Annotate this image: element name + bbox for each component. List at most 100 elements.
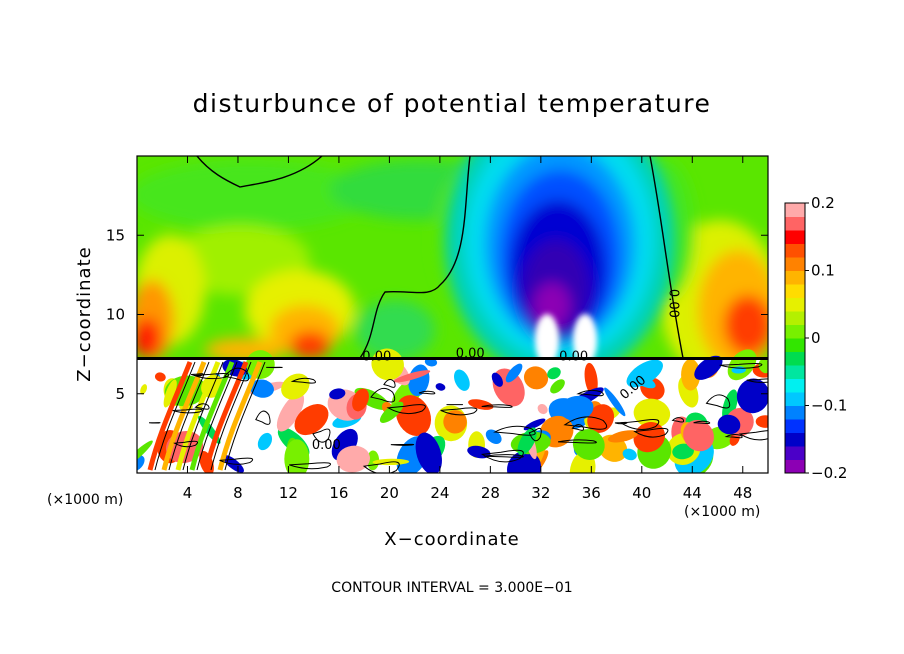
x-tick-label: 12 bbox=[279, 484, 298, 502]
colorbar-tick-label: 0.2 bbox=[811, 194, 835, 212]
contour-squiggle bbox=[173, 440, 199, 448]
eddy bbox=[284, 439, 310, 473]
colorbar-segment bbox=[785, 203, 805, 217]
colorbar-segment bbox=[785, 216, 805, 231]
contour-squiggle bbox=[312, 428, 331, 443]
eddy bbox=[485, 429, 502, 444]
contour-squiggle bbox=[619, 418, 660, 430]
x-tick-label: 44 bbox=[683, 484, 702, 502]
x-unit-right: (×1000 m) bbox=[684, 504, 760, 520]
roll-contour bbox=[154, 361, 196, 471]
roll-streak bbox=[203, 361, 249, 471]
contour-label: 0.00 bbox=[559, 349, 588, 364]
eddy bbox=[257, 432, 273, 451]
eddy bbox=[507, 450, 542, 473]
x-tick-label: 36 bbox=[582, 484, 601, 502]
eddy bbox=[717, 414, 741, 435]
contour-squiggle bbox=[705, 394, 731, 409]
x-tick-label: 16 bbox=[329, 484, 348, 502]
x-tick-label: 4 bbox=[183, 484, 193, 502]
eddy bbox=[276, 392, 305, 432]
y-tick-label: 5 bbox=[115, 385, 125, 403]
roll-streak bbox=[217, 361, 263, 471]
contour-squiggle bbox=[290, 377, 316, 384]
eddy bbox=[468, 399, 494, 410]
eddy bbox=[352, 388, 369, 412]
x-tick-label: 48 bbox=[733, 484, 752, 502]
turbulent-structures bbox=[137, 348, 768, 473]
eddy bbox=[505, 363, 523, 383]
contour-squiggle bbox=[386, 404, 426, 415]
eddy bbox=[336, 445, 370, 473]
y-tick-label: 15 bbox=[106, 226, 125, 244]
eddy bbox=[547, 367, 561, 380]
contour-squiggle bbox=[194, 403, 210, 410]
boundary-line bbox=[137, 357, 768, 360]
colorbar-segment bbox=[785, 365, 805, 379]
colorbar-tick-label: 0 bbox=[811, 329, 821, 347]
eddy bbox=[281, 373, 310, 400]
eddy bbox=[154, 372, 166, 382]
contour-squiggle bbox=[571, 424, 585, 431]
eddy bbox=[517, 427, 537, 456]
eddy bbox=[163, 379, 177, 408]
contour-squiggle bbox=[390, 443, 415, 446]
eddy bbox=[395, 395, 432, 437]
colorbar-tick-label: 0.1 bbox=[811, 262, 835, 280]
cold-plume bbox=[445, 156, 675, 380]
contour-interval-note: CONTOUR INTERVAL = 3.000E−01 bbox=[331, 580, 572, 596]
contour-squiggle bbox=[738, 430, 768, 441]
colorbar-segment bbox=[785, 338, 805, 352]
contour-squiggle bbox=[219, 457, 254, 465]
colorbar-segment bbox=[785, 311, 805, 325]
x-tick-label: 24 bbox=[430, 484, 449, 502]
eddy bbox=[140, 384, 148, 395]
y-axis-ticks: 5 10 15 bbox=[106, 226, 768, 403]
colorbar-segment bbox=[785, 419, 805, 433]
colorbar-segment bbox=[785, 432, 805, 447]
roll-contour bbox=[210, 361, 252, 471]
colorbar-tick-label: −0.1 bbox=[811, 397, 847, 415]
contour-squiggle bbox=[418, 390, 436, 395]
eddy bbox=[467, 445, 491, 459]
eddy bbox=[523, 418, 546, 431]
colorbar-segment bbox=[785, 405, 805, 420]
colorbar-segment bbox=[785, 284, 805, 298]
eddy bbox=[294, 404, 329, 436]
colorbar-segment bbox=[785, 230, 805, 244]
x-tick-label: 8 bbox=[233, 484, 243, 502]
colorbar-segment bbox=[785, 459, 805, 474]
eddy bbox=[550, 379, 565, 394]
colorbar-tick-label: −0.2 bbox=[811, 464, 847, 482]
colorbar bbox=[785, 203, 805, 474]
eddy bbox=[537, 403, 548, 415]
contour-squiggle bbox=[480, 449, 524, 463]
eddy bbox=[329, 388, 346, 400]
contour-squiggle bbox=[724, 434, 743, 439]
eddy bbox=[607, 430, 638, 443]
contour-squiggle bbox=[484, 454, 524, 458]
contour-squiggle bbox=[746, 378, 768, 383]
eddy bbox=[604, 387, 626, 417]
colorbar-ticks: −0.2 −0.1 0 0.1 0.2 bbox=[805, 194, 847, 482]
contour-label: 0.00 bbox=[362, 349, 391, 364]
x-axis-ticks: 4 8 12 16 20 24 28 32 36 40 44 48 bbox=[183, 156, 752, 502]
eddy bbox=[572, 429, 605, 460]
eddy bbox=[736, 378, 768, 414]
contour-squiggle bbox=[693, 420, 711, 424]
eddy bbox=[443, 410, 467, 434]
eddy bbox=[587, 404, 615, 434]
eddy bbox=[454, 369, 470, 391]
eddy bbox=[435, 383, 446, 391]
x-tick-label: 32 bbox=[531, 484, 550, 502]
eddy bbox=[569, 450, 596, 473]
contour-label: 0.00 bbox=[312, 438, 341, 453]
eddy bbox=[683, 419, 714, 452]
colorbar-segment bbox=[785, 297, 805, 312]
contour-squiggle bbox=[255, 410, 271, 425]
contour-squiggle bbox=[528, 427, 542, 442]
contour-squiggle bbox=[172, 408, 203, 414]
colorbar-segment bbox=[785, 351, 805, 366]
eddy bbox=[622, 448, 637, 461]
